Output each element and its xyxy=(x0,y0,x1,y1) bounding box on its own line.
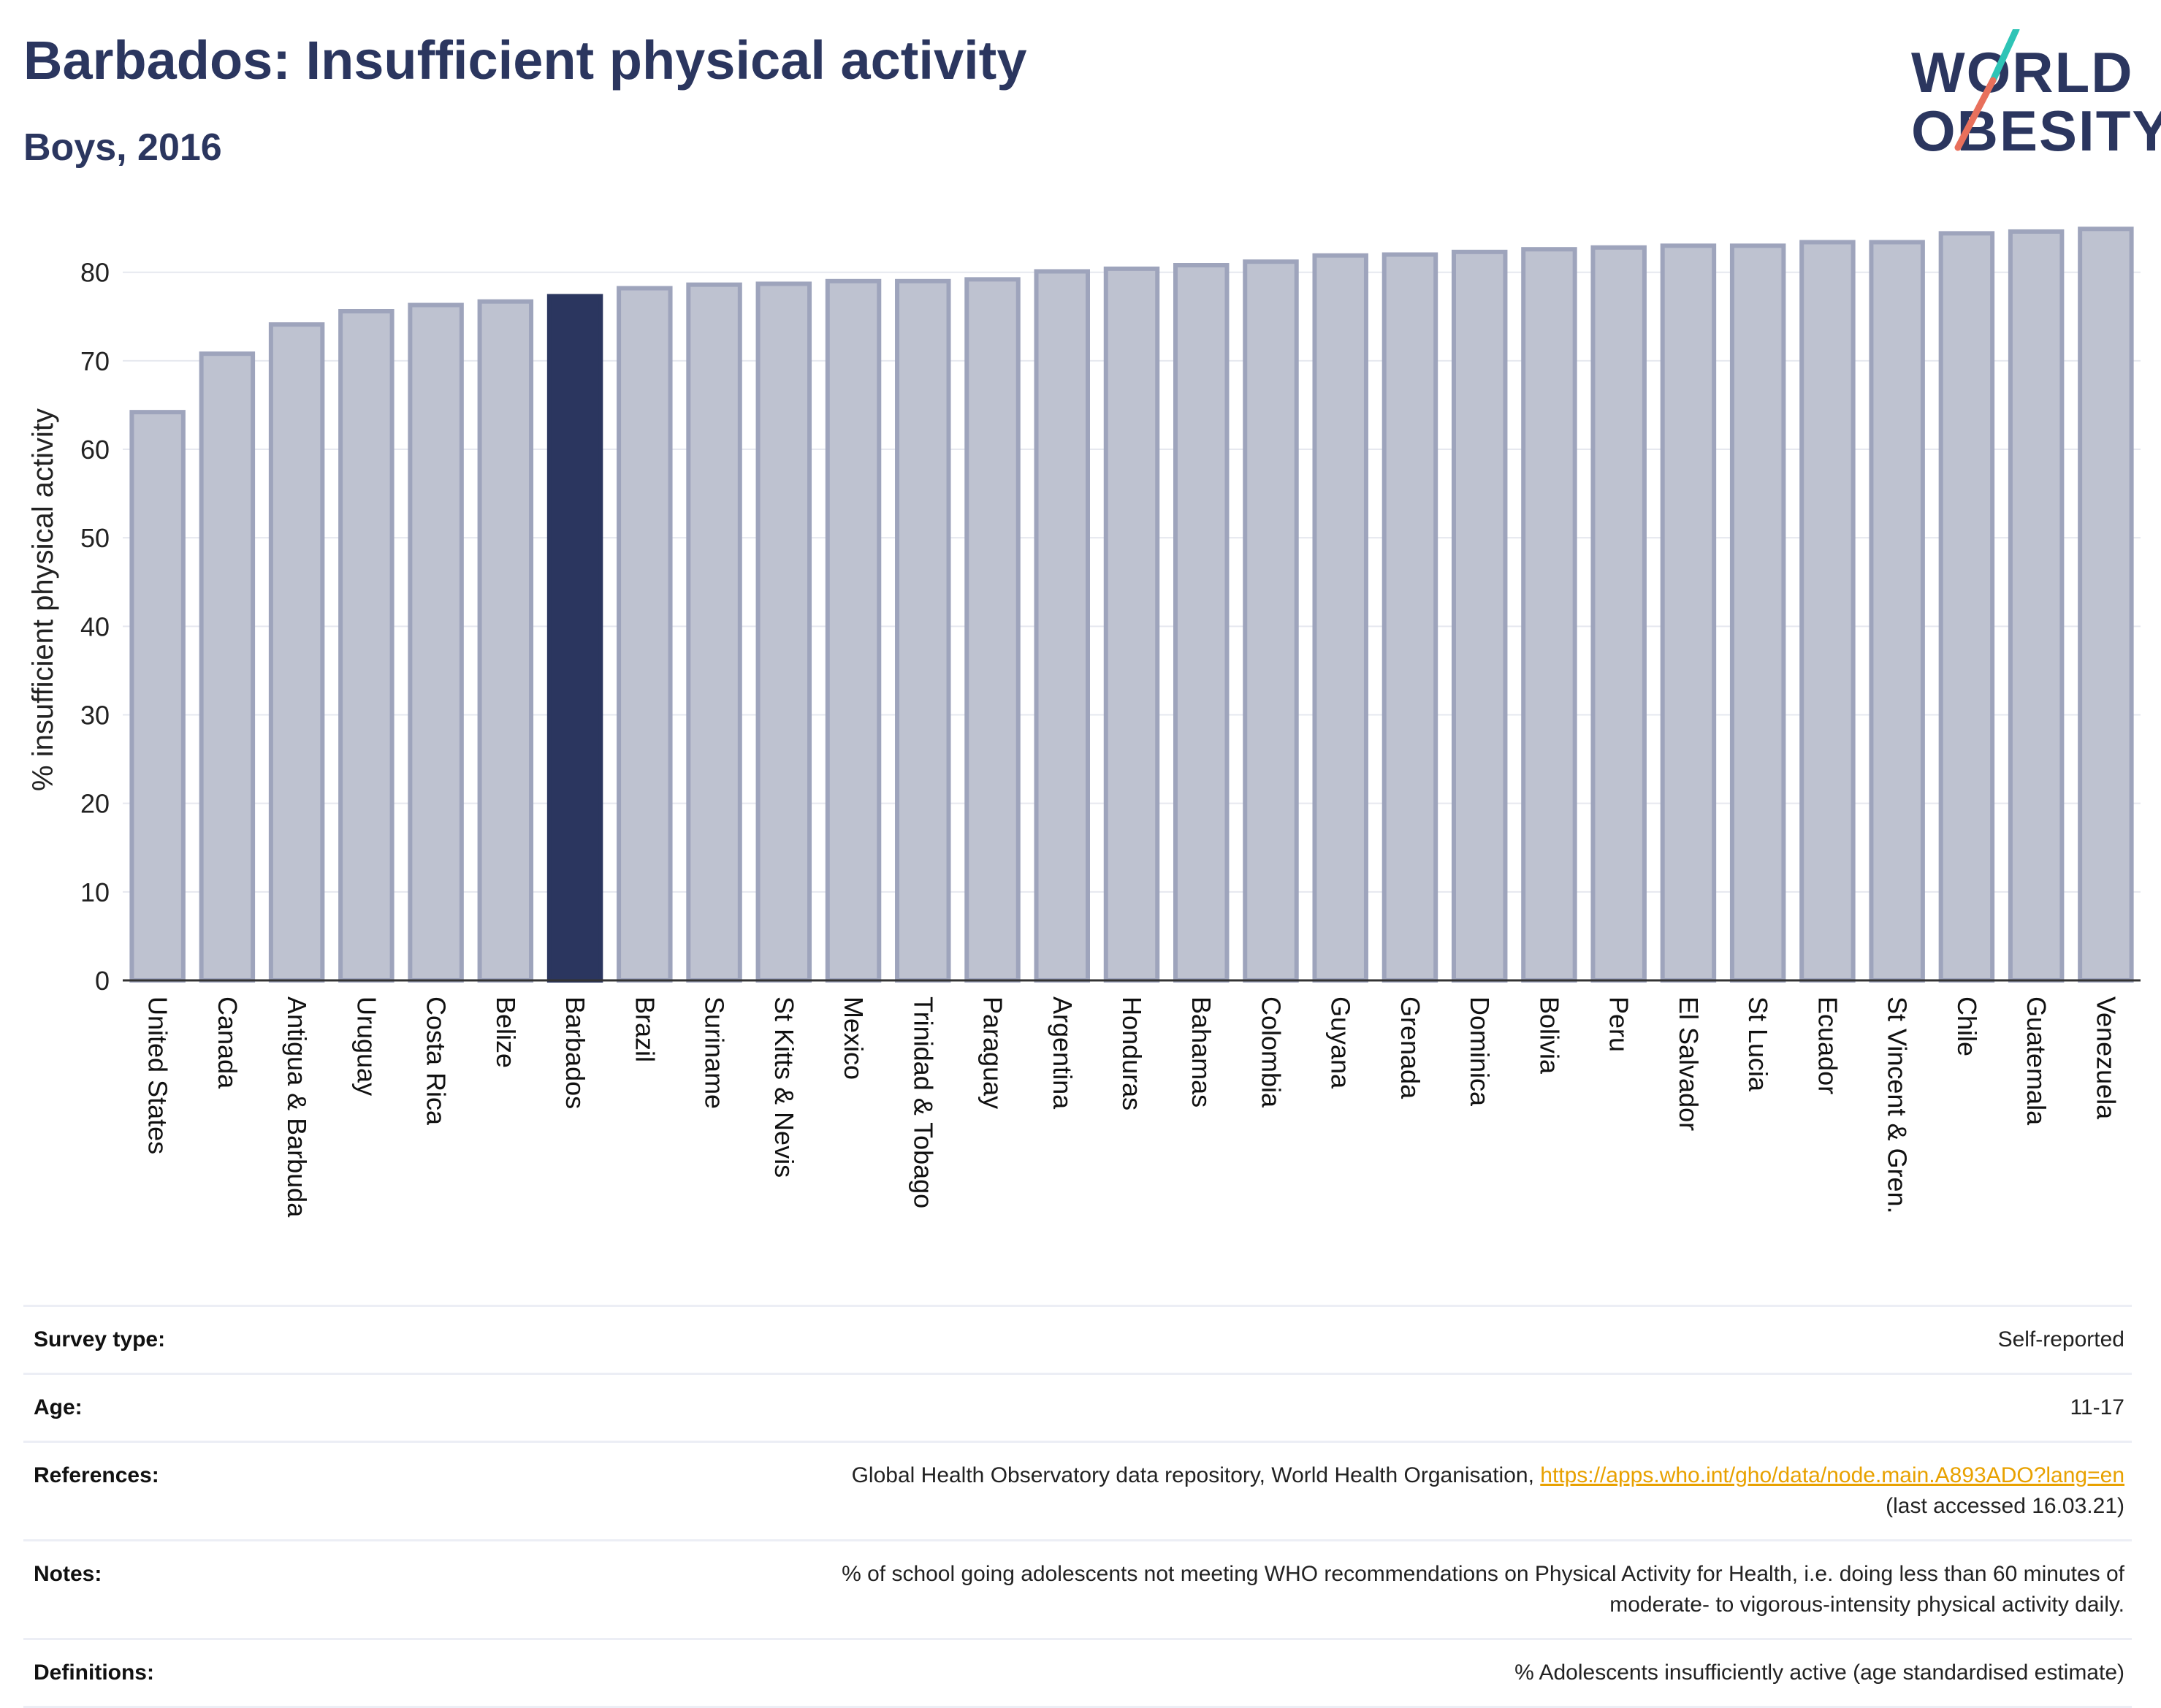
bar-suriname xyxy=(686,282,742,983)
logo-line-2: OBESITY xyxy=(1911,99,2161,163)
x-tick-label: Argentina xyxy=(1048,996,1078,1110)
bar-brazil xyxy=(617,286,673,983)
y-tick-label: 0 xyxy=(95,966,110,996)
x-tick-label: United States xyxy=(143,996,173,1154)
y-axis-label: % insufficient physical activity xyxy=(27,408,59,791)
bar-dominica xyxy=(1451,249,1508,983)
x-tick-label: Bahamas xyxy=(1186,996,1216,1107)
x-tick-label: St Lucia xyxy=(1743,996,1773,1092)
y-tick-label: 80 xyxy=(80,258,110,288)
x-tick-label: Grenada xyxy=(1395,996,1425,1099)
bar-antigua-barbuda xyxy=(268,322,325,983)
logo-slash-icon xyxy=(1954,29,2020,151)
y-tick-label: 50 xyxy=(80,523,110,553)
bar-guyana xyxy=(1312,253,1368,983)
x-tick-label: Dominica xyxy=(1465,996,1495,1107)
bar-barbados xyxy=(546,294,603,983)
x-tick-label: St Kitts & Nevis xyxy=(769,996,799,1178)
meta-row-definitions: Definitions: % Adolescents insufficientl… xyxy=(23,1640,2132,1708)
y-tick-label: 20 xyxy=(80,789,110,819)
world-obesity-logo: WORLD OBESITY xyxy=(1899,29,2161,161)
bar-bahamas xyxy=(1173,263,1230,983)
x-tick-label: Antigua & Barbuda xyxy=(282,996,312,1218)
meta-row-age: Age: 11-17 xyxy=(23,1375,2132,1443)
x-tick-label: Barbados xyxy=(560,996,590,1109)
x-tick-label: Chile xyxy=(1952,996,1982,1056)
page-title: Barbados: Insufficient physical activity xyxy=(23,30,1027,91)
y-tick-label: 30 xyxy=(80,701,110,731)
bar-st-kitts-nevis xyxy=(755,281,812,983)
meta-label: Survey type: xyxy=(34,1327,166,1351)
bar-bolivia xyxy=(1521,247,1577,983)
x-tick-label: Uruguay xyxy=(351,996,381,1096)
y-tick-label: 10 xyxy=(80,877,110,907)
bar-honduras xyxy=(1103,266,1160,983)
page-subtitle: Boys, 2016 xyxy=(23,126,222,169)
meta-value: % Adolescents insufficiently active (age… xyxy=(1514,1661,2124,1685)
x-tick-label: Brazil xyxy=(630,996,660,1062)
logo-line-1: WORLD xyxy=(1911,40,2134,104)
x-tick-label: Suriname xyxy=(700,996,730,1109)
bar-costa-rica xyxy=(408,302,464,983)
meta-row-notes: Notes: % of school going adolescents not… xyxy=(23,1541,2132,1640)
notes-line-2: moderate- to vigorous-intensity physical… xyxy=(1609,1593,2124,1617)
y-axis-ticks: 0 10 20 30 40 50 60 70 80 xyxy=(80,258,110,996)
bar-united-states xyxy=(129,410,186,983)
reference-text: Global Health Observatory data repositor… xyxy=(851,1463,1541,1487)
bar-ecuador xyxy=(1799,240,1856,983)
meta-label: Notes: xyxy=(34,1562,102,1586)
x-tick-label: Honduras xyxy=(1117,996,1147,1110)
meta-value: 11-17 xyxy=(2070,1395,2124,1419)
y-tick-label: 40 xyxy=(80,611,110,641)
bar-grenada xyxy=(1381,252,1438,983)
bar-st-lucia xyxy=(1729,243,1786,983)
bar-argentina xyxy=(1034,269,1090,983)
x-tick-label: Belize xyxy=(491,996,521,1068)
x-tick-label: Costa Rica xyxy=(422,996,451,1126)
bar-paraguay xyxy=(964,277,1021,983)
x-tick-label: Ecuador xyxy=(1813,996,1842,1094)
bar-el-salvador xyxy=(1660,243,1717,983)
x-tick-label: El Salvador xyxy=(1674,996,1704,1131)
x-tick-label: Trinidad & Tobago xyxy=(908,996,938,1208)
bar-peru xyxy=(1590,245,1647,983)
meta-value: Self-reported xyxy=(1997,1327,2124,1351)
meta-value: % of school going adolescents not meetin… xyxy=(842,1559,2132,1620)
bar-st-vincent-gren- xyxy=(1869,240,1925,983)
x-tick-label: Peru xyxy=(1604,996,1634,1052)
bar-belize xyxy=(477,299,534,983)
meta-label: Definitions: xyxy=(34,1661,154,1685)
x-tick-label: Mexico xyxy=(839,996,869,1080)
x-tick-label: Bolivia xyxy=(1534,996,1564,1075)
x-tick-label: Paraguay xyxy=(978,996,1008,1109)
chart-bars xyxy=(129,226,2134,983)
reference-link[interactable]: https://apps.who.int/gho/data/node.main.… xyxy=(1540,1463,2124,1487)
meta-row-survey-type: Survey type: Self-reported xyxy=(23,1307,2132,1375)
bar-guatemala xyxy=(2008,229,2065,983)
x-tick-label: Canada xyxy=(213,996,243,1089)
bar-chile xyxy=(1938,231,1995,983)
meta-label: Age: xyxy=(34,1395,83,1419)
reference-accessed: (last accessed 16.03.21) xyxy=(1886,1494,2124,1518)
meta-label: References: xyxy=(34,1463,159,1487)
y-tick-label: 70 xyxy=(80,346,110,376)
bar-chart: 0 10 20 30 40 50 60 70 80 United States Canada Ant… xyxy=(27,226,2141,1218)
metadata-table: Survey type: Self-reported Age: 11-17 Re… xyxy=(23,1305,2132,1708)
y-tick-label: 60 xyxy=(80,435,110,465)
bar-trinidad-tobago xyxy=(895,278,951,983)
x-tick-label: St Vincent & Gren. xyxy=(1883,996,1913,1214)
notes-line-1: % of school going adolescents not meetin… xyxy=(842,1562,2124,1586)
bar-venezuela xyxy=(2078,226,2134,983)
bar-colombia xyxy=(1243,259,1299,983)
bar-canada xyxy=(199,351,256,983)
bar-uruguay xyxy=(338,309,395,983)
meta-row-references: References: Global Health Observatory da… xyxy=(23,1443,2132,1541)
x-axis-labels: United States Canada Antigua & Barbuda Urug… xyxy=(143,996,2122,1218)
bar-mexico xyxy=(825,278,882,983)
x-tick-label: Guyana xyxy=(1326,996,1356,1089)
meta-value: Global Health Observatory data repositor… xyxy=(852,1460,2132,1522)
x-tick-label: Guatemala xyxy=(2021,996,2051,1126)
x-tick-label: Venezuela xyxy=(2091,996,2121,1120)
x-tick-label: Colombia xyxy=(1256,996,1286,1108)
